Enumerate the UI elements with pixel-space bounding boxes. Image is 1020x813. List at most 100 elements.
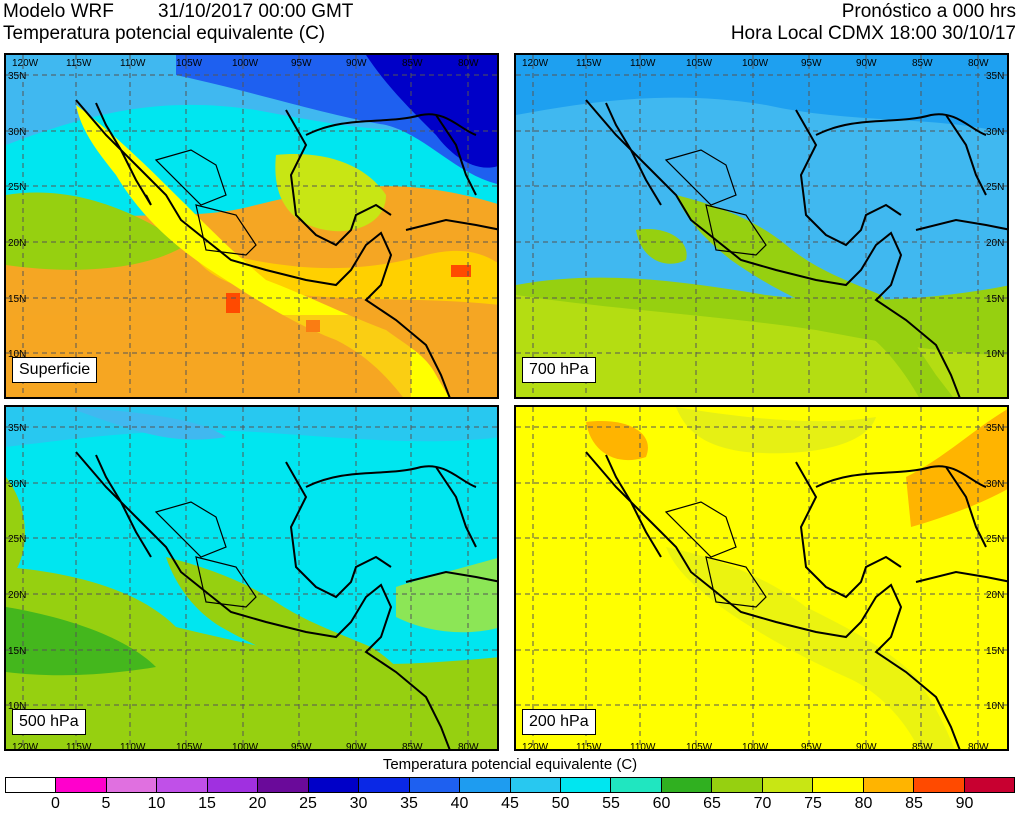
svg-text:100W: 100W <box>232 742 259 751</box>
svg-text:85W: 85W <box>912 742 933 751</box>
svg-text:95W: 95W <box>801 58 822 69</box>
svg-text:20N: 20N <box>8 238 26 249</box>
colorbar-swatch <box>207 778 259 792</box>
colorbar-swatch <box>611 778 662 792</box>
svg-text:20N: 20N <box>986 590 1004 601</box>
colorbar <box>5 777 1015 793</box>
level-label: 500 hPa <box>12 709 86 735</box>
map-200-field: 120W 115W 110W 105W 100W 95W 90W 85W 80W… <box>516 407 1007 751</box>
svg-text:105W: 105W <box>686 58 713 69</box>
colorbar-tick-label: 55 <box>602 795 620 812</box>
svg-text:120W: 120W <box>522 58 549 69</box>
lon-label: 105W <box>176 58 203 69</box>
map-panel-surface: 120W 115W 110W 105W 100W 95W 90W 85W 80W… <box>4 53 499 399</box>
svg-text:115W: 115W <box>66 742 92 751</box>
svg-text:115W: 115W <box>576 58 602 69</box>
model-datetime: 31/10/2017 00:00 GMT <box>158 1 354 22</box>
local-time: Hora Local CDMX 18:00 30/10/17 <box>730 23 1016 44</box>
colorbar-swatch <box>813 778 864 792</box>
svg-text:15N: 15N <box>986 646 1004 657</box>
svg-text:10N: 10N <box>8 701 26 712</box>
colorbar-tick-label: 40 <box>450 795 469 812</box>
colorbar-tick-label: 70 <box>753 795 772 812</box>
lat-axis-right: 35N 30N 25N 20N 15N 10N <box>986 71 1004 360</box>
colorbar-tick-label: 80 <box>854 795 873 812</box>
colorbar-swatch <box>106 778 158 792</box>
svg-text:15N: 15N <box>8 294 26 305</box>
map-panel-700hpa: 120W 115W 110W 105W 100W 95W 90W 85W 80W… <box>514 53 1009 399</box>
colorbar-swatch <box>409 778 461 792</box>
colorbar-tick-label: 50 <box>551 795 570 812</box>
svg-text:30N: 30N <box>8 127 26 138</box>
svg-text:20N: 20N <box>8 590 26 601</box>
lon-label: 115W <box>66 58 92 69</box>
level-label: 200 hPa <box>522 709 596 735</box>
colorbar-tick-label: 10 <box>147 795 166 812</box>
svg-text:25N: 25N <box>8 182 26 193</box>
lon-label: 85W <box>402 58 423 69</box>
colorbar-swatch <box>560 778 612 792</box>
colorbar-swatch <box>762 778 814 792</box>
svg-text:95W: 95W <box>801 742 822 751</box>
svg-text:110W: 110W <box>120 742 146 751</box>
svg-text:120W: 120W <box>522 742 549 751</box>
svg-text:15N: 15N <box>986 294 1004 305</box>
svg-text:95W: 95W <box>291 742 312 751</box>
map-panel-500hpa: 120W 115W 110W 105W 100W 95W 90W 85W 80W… <box>4 405 499 751</box>
svg-text:25N: 25N <box>986 534 1004 545</box>
colorbar-swatch <box>359 778 410 792</box>
svg-text:35N: 35N <box>986 423 1004 434</box>
svg-text:35N: 35N <box>986 71 1004 82</box>
lon-label: 100W <box>232 58 259 69</box>
map-surface-field <box>6 55 497 397</box>
colorbar-tick-label: 25 <box>299 795 317 812</box>
colorbar-tick-label: 85 <box>905 795 923 812</box>
map-panel-200hpa: 120W 115W 110W 105W 100W 95W 90W 85W 80W… <box>514 405 1009 751</box>
colorbar-tick-label: 75 <box>804 795 822 812</box>
lon-label: 95W <box>291 58 312 69</box>
svg-text:105W: 105W <box>176 742 203 751</box>
colorbar-swatch <box>460 778 511 792</box>
map-500-field: 120W 115W 110W 105W 100W 95W 90W 85W 80W… <box>6 407 497 751</box>
svg-text:25N: 25N <box>8 534 26 545</box>
svg-text:90W: 90W <box>346 742 367 751</box>
colorbar-tick-label: 90 <box>955 795 974 812</box>
colorbar-tick-label: 45 <box>501 795 519 812</box>
colorbar-swatch <box>661 778 713 792</box>
svg-text:100W: 100W <box>742 742 769 751</box>
svg-text:90W: 90W <box>856 742 877 751</box>
model-title: Modelo WRF <box>3 1 114 22</box>
variable-title: Temperatura potencial equivalente (C) <box>3 23 326 44</box>
svg-text:15N: 15N <box>8 646 26 657</box>
colorbar-swatch <box>308 778 360 792</box>
colorbar-swatch <box>157 778 208 792</box>
svg-text:10N: 10N <box>986 701 1004 712</box>
svg-text:80W: 80W <box>968 58 989 69</box>
svg-text:110W: 110W <box>630 742 656 751</box>
top-lon-axis: 120W 115W 110W 105W 100W 95W 90W 85W 80W <box>522 58 989 69</box>
forecast-hours: Pronóstico a 000 hrs <box>841 1 1016 22</box>
svg-text:90W: 90W <box>856 58 877 69</box>
svg-text:10N: 10N <box>986 349 1004 360</box>
svg-text:30N: 30N <box>986 479 1004 490</box>
svg-text:100W: 100W <box>742 58 769 69</box>
svg-text:80W: 80W <box>458 742 479 751</box>
lon-label: 90W <box>346 58 367 69</box>
svg-text:85W: 85W <box>912 58 933 69</box>
lon-label: 80W <box>458 58 479 69</box>
colorbar-tick-label: 65 <box>703 795 721 812</box>
colorbar-swatch <box>863 778 915 792</box>
svg-text:115W: 115W <box>576 742 602 751</box>
svg-text:10N: 10N <box>8 349 26 360</box>
colorbar-labels: 0 5 10 15 20 25 30 35 40 45 50 55 60 65 70 75 80 85 90 <box>0 795 1020 813</box>
colorbar-swatch <box>6 778 57 792</box>
top-lon-axis: 120W 115W 110W 105W 100W 95W 90W 85W 80W <box>12 58 479 69</box>
svg-text:120W: 120W <box>12 742 39 751</box>
colorbar-tick-label: 20 <box>248 795 267 812</box>
svg-text:35N: 35N <box>8 423 26 434</box>
svg-text:25N: 25N <box>986 182 1004 193</box>
colorbar-swatch <box>258 778 309 792</box>
colorbar-tick-label: 5 <box>101 795 111 812</box>
colorbar-tick-label: 35 <box>400 795 418 812</box>
colorbar-tick-label: 0 <box>51 795 60 812</box>
